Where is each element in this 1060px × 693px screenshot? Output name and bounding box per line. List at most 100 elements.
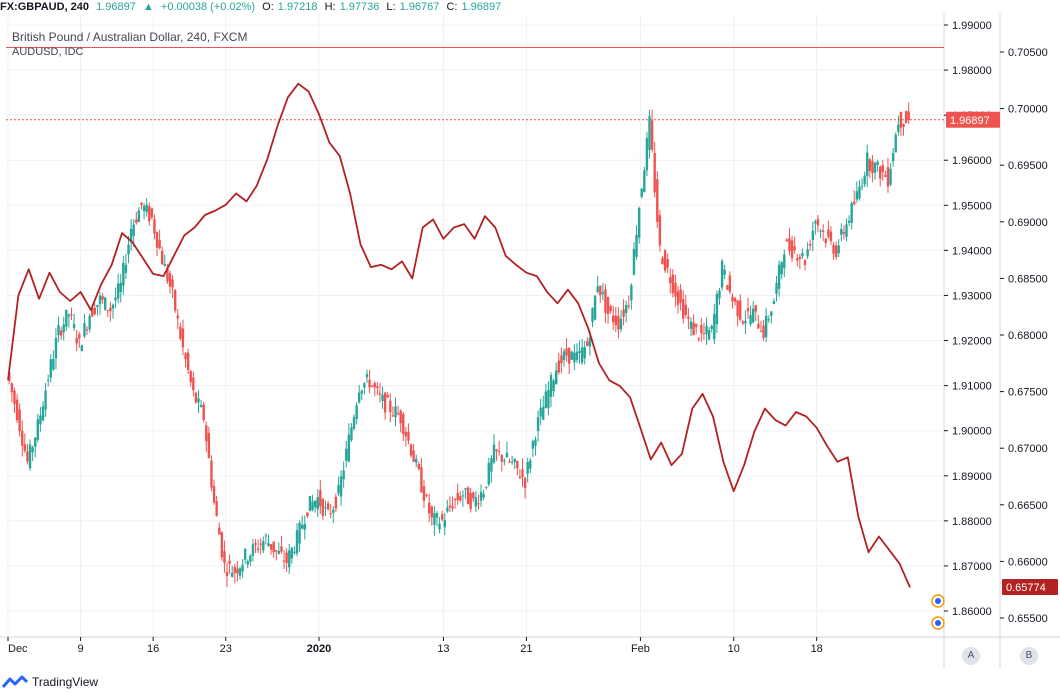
last-price-tag: [946, 111, 1000, 128]
candle-body: [171, 279, 174, 288]
candle-body: [617, 316, 620, 330]
y-tick-label: 1.86000: [952, 606, 992, 618]
candle-body: [542, 406, 545, 420]
candle-body: [793, 246, 796, 251]
candle-body: [521, 469, 524, 478]
candle-body: [231, 572, 234, 577]
candle-body: [26, 451, 29, 462]
candle-body: [166, 267, 169, 282]
candle-body: [173, 290, 177, 311]
audusd-line: [7, 82, 911, 588]
candle-body: [57, 325, 60, 336]
candle-body: [277, 551, 281, 554]
candle-body: [275, 550, 278, 552]
open-label: O:: [262, 1, 274, 13]
candle-body: [811, 230, 815, 241]
last-price-tag-label: 1.96897: [950, 115, 990, 127]
candle-body: [207, 432, 211, 458]
candle-body: [96, 304, 99, 308]
candle-body: [816, 218, 820, 226]
candle-body: [780, 262, 783, 275]
candle-body: [469, 493, 472, 510]
x-tick-label: Feb: [631, 643, 650, 655]
candle-body: [907, 111, 910, 121]
candle-body: [220, 532, 224, 558]
candle-body: [863, 175, 866, 185]
candle-body: [500, 455, 503, 462]
candle-body: [10, 383, 14, 393]
candle-body: [565, 348, 568, 356]
candle-body: [93, 307, 97, 315]
candle-body: [697, 338, 700, 340]
candle-body: [694, 323, 698, 328]
candle-body: [389, 400, 392, 413]
candle-body: [495, 449, 498, 452]
candle-body: [878, 166, 882, 179]
candle-body: [591, 308, 594, 322]
candle-body: [702, 333, 706, 335]
candle-body: [707, 329, 711, 340]
candle-body: [394, 406, 397, 418]
auto-scale-button[interactable]: A: [962, 647, 980, 665]
candle-body: [832, 245, 835, 254]
candle-body: [531, 441, 535, 449]
y-tick-label: 1.88000: [952, 516, 992, 528]
candle-body: [264, 535, 268, 537]
candle-body: [202, 404, 205, 420]
candle-body: [552, 380, 555, 392]
candle-body: [464, 488, 467, 490]
candle-body: [334, 496, 338, 509]
candle-body: [282, 560, 286, 562]
candle-body: [492, 444, 496, 463]
symbol-title[interactable]: FX:GBPAUD, 240: [0, 1, 90, 13]
candle-body: [363, 383, 366, 388]
candle-body: [656, 179, 659, 222]
candle-body: [430, 506, 433, 518]
y-tick-label: 1.98000: [952, 65, 992, 77]
candle-body: [767, 319, 770, 321]
candle-body: [59, 330, 63, 336]
both-scale-button[interactable]: B: [1020, 647, 1038, 665]
y-tick-label: 1.90000: [952, 426, 992, 438]
x-tick-label: 2020: [307, 643, 331, 655]
candle-body: [596, 286, 599, 292]
candle-body: [653, 153, 656, 193]
candle-body: [440, 514, 444, 520]
y2-tick-label: 0.66000: [1008, 556, 1048, 568]
overlay-price-tag: [1002, 578, 1058, 595]
candle-body: [427, 502, 431, 514]
candle-body: [759, 330, 763, 333]
candle-body: [733, 298, 737, 302]
candle-body: [75, 337, 78, 344]
overlay-series-legend[interactable]: AUDUSD, IDC: [12, 46, 84, 58]
candle-body: [853, 201, 856, 204]
candle-body: [205, 425, 208, 442]
last-price: 1.96897: [96, 1, 136, 13]
candle-body: [300, 524, 304, 529]
candle-body: [884, 175, 887, 177]
candle-body: [728, 275, 732, 292]
candle-body: [487, 462, 491, 485]
candle-body: [91, 308, 94, 317]
candle-body: [682, 299, 685, 319]
candle-body: [78, 334, 81, 339]
candle-body: [298, 522, 301, 544]
candle-body: [803, 260, 807, 265]
tradingview-footer[interactable]: TradingView: [2, 672, 98, 692]
candle-body: [671, 274, 675, 294]
candle-body: [557, 360, 560, 373]
price-change: +0.00038 (+0.02%): [160, 1, 256, 13]
close-value: 1.96897: [461, 1, 502, 13]
candle-body: [736, 300, 739, 317]
candle-body: [459, 496, 462, 501]
candle-body: [453, 499, 457, 501]
candle-body: [764, 315, 768, 338]
candle-body: [241, 564, 244, 572]
price-chart[interactable]: 1.990001.980001.970001.960001.950001.940…: [0, 0, 1060, 668]
candle-body: [785, 239, 789, 242]
candle-body: [272, 541, 275, 553]
main-series-legend[interactable]: British Pound / Australian Dollar, 240, …: [12, 30, 248, 44]
candle-body: [46, 379, 50, 381]
candle-body: [23, 444, 27, 451]
candle-body: [710, 325, 713, 330]
